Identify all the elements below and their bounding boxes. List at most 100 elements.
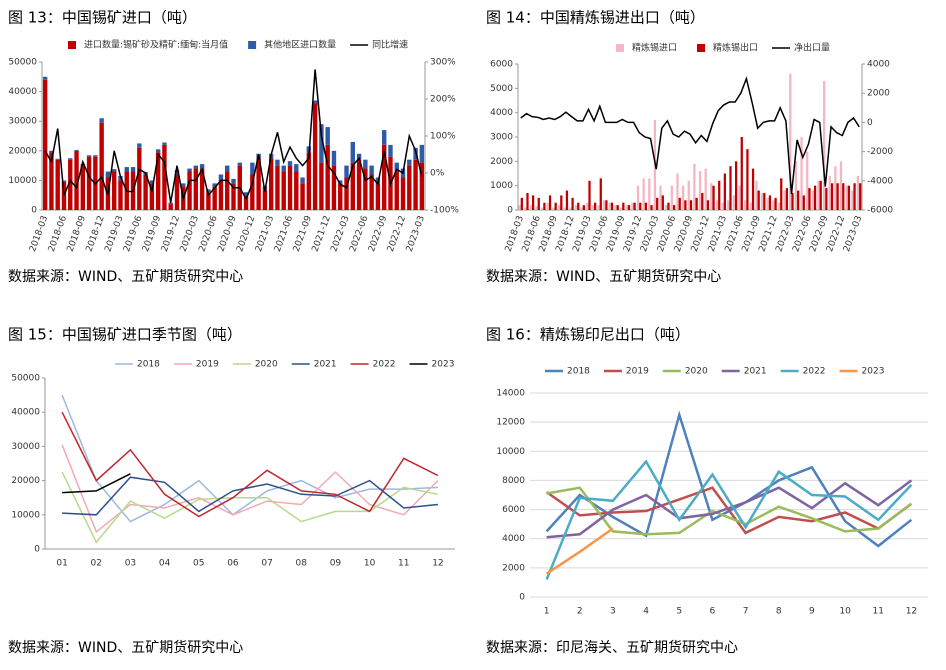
bar bbox=[526, 192, 529, 210]
bar bbox=[546, 202, 549, 210]
legend-label: 2023 bbox=[862, 367, 885, 377]
bar bbox=[681, 185, 685, 210]
bar bbox=[174, 170, 180, 175]
x-tick-label: 04 bbox=[159, 559, 171, 569]
bar bbox=[356, 153, 362, 160]
bar bbox=[312, 103, 318, 210]
bar bbox=[727, 200, 730, 210]
bar bbox=[744, 200, 747, 210]
bar bbox=[275, 159, 280, 166]
bar bbox=[319, 162, 324, 210]
bar bbox=[61, 181, 67, 210]
bar bbox=[281, 171, 286, 210]
bar bbox=[760, 192, 764, 210]
bar bbox=[808, 188, 811, 210]
bar bbox=[149, 180, 155, 184]
bar bbox=[300, 177, 305, 184]
bar bbox=[381, 144, 387, 210]
bar bbox=[388, 144, 393, 157]
bar bbox=[99, 118, 104, 123]
bar bbox=[842, 183, 845, 210]
x-tick-label: 2023-03 bbox=[405, 214, 427, 253]
bar bbox=[597, 205, 600, 210]
bar bbox=[806, 151, 809, 210]
bar bbox=[350, 141, 355, 163]
bar bbox=[537, 197, 540, 210]
y-tick-label: 20000 bbox=[11, 476, 40, 486]
bar bbox=[331, 165, 337, 210]
bar bbox=[670, 185, 673, 210]
line-series bbox=[545, 527, 614, 575]
line-series bbox=[61, 471, 439, 544]
bar bbox=[610, 202, 614, 210]
bar bbox=[363, 159, 368, 169]
legend-label: 其他地区进口数量 bbox=[264, 39, 336, 51]
bar bbox=[80, 165, 86, 210]
bar bbox=[206, 189, 211, 193]
legend-label: 2018 bbox=[137, 360, 160, 370]
bar bbox=[599, 178, 602, 210]
bar bbox=[55, 159, 60, 210]
legend-label: 2018 bbox=[567, 367, 590, 377]
bar bbox=[684, 200, 687, 210]
bar bbox=[839, 161, 843, 210]
bar bbox=[281, 165, 286, 172]
bar bbox=[608, 202, 611, 210]
source-note: 数据来源：WIND、五矿期货研究中心 bbox=[486, 268, 721, 285]
y-tick-label: 0 bbox=[507, 206, 513, 216]
x-tick-label: 06 bbox=[227, 559, 239, 569]
bar bbox=[74, 150, 79, 210]
bar bbox=[199, 164, 205, 169]
bar bbox=[622, 202, 625, 210]
line-series bbox=[546, 486, 913, 536]
bar bbox=[363, 168, 368, 210]
bar bbox=[785, 188, 789, 210]
legend-label: 精炼锡进口 bbox=[632, 42, 677, 54]
bar bbox=[394, 162, 399, 172]
bar bbox=[845, 185, 848, 210]
bar bbox=[218, 174, 224, 181]
legend-label: 精炼锡出口 bbox=[713, 42, 758, 54]
y-tick-label: 1000 bbox=[490, 181, 513, 191]
bar bbox=[268, 158, 274, 210]
bar bbox=[639, 202, 642, 210]
bar bbox=[594, 202, 597, 210]
bar bbox=[543, 202, 546, 210]
legend-swatch bbox=[616, 44, 624, 52]
y2-tick-label: 300% bbox=[430, 58, 456, 68]
bar bbox=[237, 162, 242, 166]
bar bbox=[591, 205, 595, 210]
x-tick-label: 10 bbox=[364, 559, 376, 569]
bar bbox=[789, 73, 792, 210]
bar bbox=[531, 195, 535, 210]
bar bbox=[836, 183, 839, 210]
legend-swatch bbox=[248, 41, 257, 49]
bar bbox=[168, 202, 173, 205]
legend-swatch bbox=[68, 41, 76, 49]
source-note: 数据来源：印尼海关、五矿期货研究中心 bbox=[486, 639, 738, 656]
bar bbox=[225, 171, 230, 210]
bar bbox=[338, 183, 343, 210]
bar bbox=[243, 192, 249, 196]
bar bbox=[693, 163, 696, 210]
bar bbox=[723, 173, 726, 210]
bar bbox=[338, 180, 343, 184]
y-tick-label: 12000 bbox=[496, 418, 525, 428]
bar bbox=[574, 205, 578, 210]
bar bbox=[68, 158, 73, 160]
bar bbox=[557, 205, 561, 210]
bar bbox=[212, 183, 217, 187]
x-tick-label: 9 bbox=[809, 607, 815, 617]
bar bbox=[243, 195, 249, 210]
x-tick-label: 6 bbox=[710, 607, 716, 617]
x-tick-label: 02 bbox=[91, 559, 102, 569]
bar bbox=[287, 165, 293, 210]
y2-tick-label: 2000 bbox=[867, 89, 890, 99]
bar bbox=[715, 200, 719, 210]
bar bbox=[381, 130, 387, 145]
bar bbox=[659, 185, 662, 210]
x-tick-label: 8 bbox=[776, 607, 782, 617]
bar bbox=[763, 192, 766, 210]
bar bbox=[580, 207, 583, 210]
bar bbox=[68, 159, 73, 210]
